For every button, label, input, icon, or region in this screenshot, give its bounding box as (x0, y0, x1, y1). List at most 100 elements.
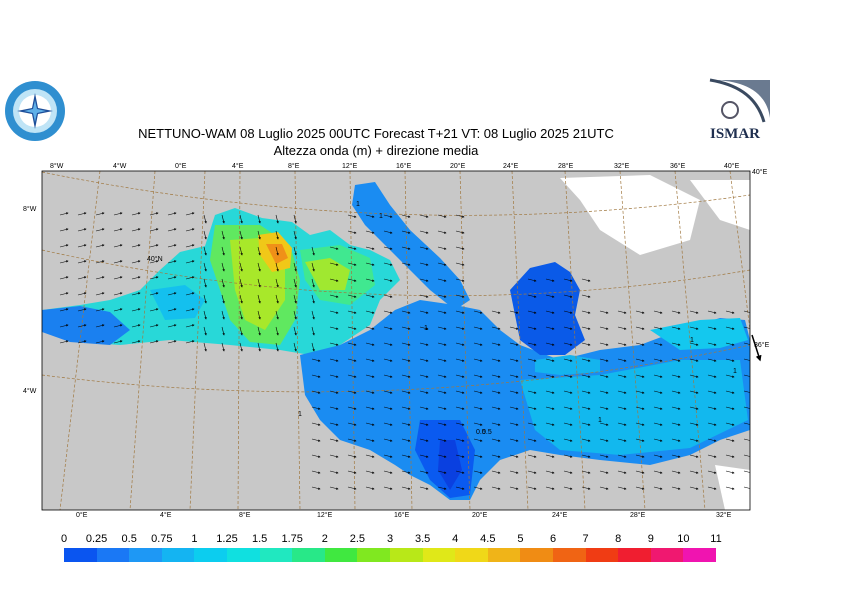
wave-direction-arrow (239, 310, 243, 320)
wave-direction-arrow (671, 454, 681, 458)
wave-direction-arrow (689, 406, 699, 410)
wave-direction-arrow (527, 438, 537, 442)
wave-direction-arrow (131, 276, 141, 280)
wave-direction-arrow (491, 438, 501, 442)
wave-direction-arrow (401, 342, 411, 346)
wave-direction-arrow (131, 340, 141, 344)
wave-direction-arrow (635, 470, 645, 474)
colorbar-label: 6 (549, 533, 557, 545)
wave-direction-arrow (671, 406, 681, 410)
colorbar-label: 11 (710, 533, 722, 545)
wave-direction-arrow (185, 276, 195, 280)
wave-direction-arrow (329, 358, 339, 362)
wave-direction-arrow (671, 422, 681, 426)
bottom-tick: 4°E (160, 511, 172, 519)
map-frame (41, 170, 751, 511)
wave-direction-arrow (653, 342, 663, 346)
wave-direction-arrow (257, 246, 261, 256)
wave-direction-arrow (383, 342, 393, 346)
wave-direction-arrow (347, 374, 357, 378)
chart-subtitle: Altezza onda (m) + direzione media (273, 143, 479, 158)
wave-direction-arrow (707, 342, 717, 346)
wave-direction-arrow (509, 406, 519, 410)
wave-direction-arrow (383, 374, 393, 378)
wave-direction-arrow (185, 292, 195, 296)
contour-label: 1 (424, 325, 428, 332)
colorbar-label: 9 (647, 533, 654, 545)
wave-direction-arrow (545, 326, 555, 330)
wave-direction-arrow (617, 470, 627, 474)
wave-direction-arrow (383, 454, 393, 458)
wave-direction-arrow (437, 470, 447, 474)
wave-direction-arrow (329, 294, 339, 298)
wave-direction-arrow (185, 244, 195, 248)
wave-direction-arrow (707, 406, 717, 410)
wave-direction-arrow (581, 470, 591, 474)
wave-direction-arrow (365, 294, 375, 298)
wave-direction-arrow (239, 342, 243, 352)
wave-direction-arrow (347, 390, 357, 394)
wave-direction-arrow (401, 438, 411, 442)
wave-direction-arrow (599, 374, 609, 378)
wave-direction-arrow (509, 342, 519, 346)
contour-label: 0.5 (482, 429, 492, 436)
wave-direction-arrow (347, 294, 357, 298)
wave-direction-arrow (509, 422, 519, 426)
wave-direction-arrow (113, 340, 123, 344)
colorbar-segment (389, 548, 423, 562)
colorbar-label: 0 (60, 533, 68, 545)
wave-direction-arrow (275, 294, 279, 304)
wave-direction-arrow (239, 278, 243, 288)
wave-direction-arrow (95, 228, 105, 232)
wave-direction-arrow (365, 374, 375, 378)
wave-direction-arrow (149, 292, 159, 296)
wave-direction-arrow (167, 276, 177, 280)
wave-direction-arrow (725, 390, 735, 394)
wave-direction-arrow (581, 358, 591, 362)
wave-direction-arrow (491, 454, 501, 458)
wave-direction-arrow (689, 342, 699, 346)
wave-direction-arrow (383, 438, 393, 442)
wave-direction-arrow (59, 244, 69, 248)
wave-direction-arrow (653, 470, 663, 474)
wave-direction-arrow (599, 422, 609, 426)
wave-direction-arrow (95, 292, 105, 296)
wave-direction-arrow (509, 486, 519, 490)
wave-direction-arrow (95, 244, 105, 248)
wave-direction-arrow (185, 212, 195, 216)
colorbar-segment (226, 548, 260, 562)
wave-direction-arrow (77, 228, 87, 232)
wave-direction-arrow (599, 406, 609, 410)
wave-direction-arrow (689, 422, 699, 426)
wave-direction-arrow (311, 374, 321, 378)
wave-direction-arrow (527, 454, 537, 458)
wave-direction-arrow (599, 486, 609, 490)
wave-direction-arrow (707, 358, 717, 362)
wave-direction-arrow (257, 214, 261, 224)
wave-direction-arrow (383, 262, 393, 266)
wave-direction-arrow (545, 486, 555, 490)
wave-direction-arrow (599, 438, 609, 442)
wave-direction-arrow (311, 358, 321, 362)
wave-direction-arrow (689, 470, 699, 474)
wave-direction-arrow (365, 214, 375, 218)
wave-direction-arrow (185, 324, 195, 328)
wave-direction-arrow (329, 342, 339, 346)
wave-direction-arrow (545, 454, 555, 458)
wave-direction-arrow (419, 422, 429, 426)
wave-direction-arrow (203, 214, 207, 224)
colorbar-segment (161, 548, 195, 562)
wave-direction-arrow (527, 470, 537, 474)
wave-direction-arrow (239, 262, 243, 272)
wave-direction-arrow (653, 326, 663, 330)
wave-direction-arrow (707, 310, 717, 314)
wave-direction-arrow (131, 244, 141, 248)
wave-direction-arrow (581, 294, 591, 298)
wave-direction-arrow (455, 246, 465, 250)
top-tick: 32°E (614, 162, 630, 170)
wave-direction-arrow (527, 278, 537, 282)
wave-direction-arrow (527, 326, 537, 330)
wave-direction-arrow (95, 308, 105, 312)
colorbar-label: 10 (677, 533, 690, 545)
